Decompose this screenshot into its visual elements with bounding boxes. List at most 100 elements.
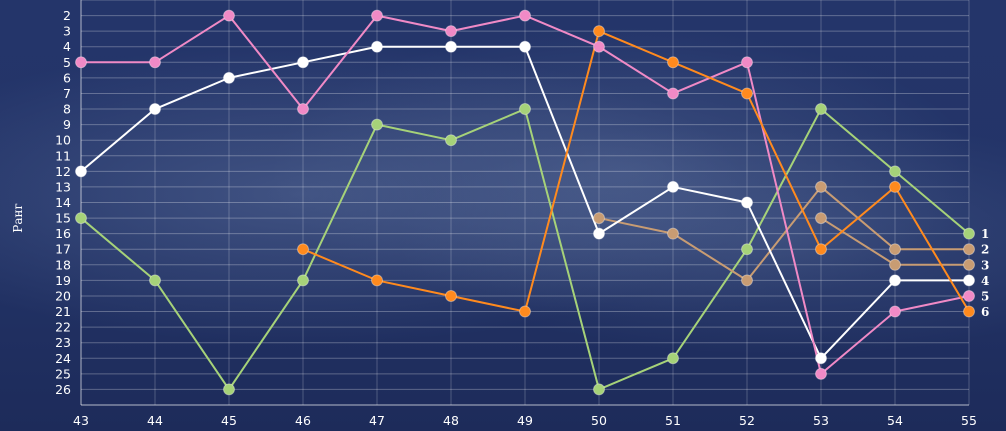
series-point-4 [519, 40, 531, 53]
y-tick-label: 16 [55, 226, 71, 241]
series-point-5 [223, 9, 235, 22]
y-tick-label: 13 [55, 179, 71, 194]
series-point-6 [815, 243, 827, 256]
series-point-5 [445, 25, 457, 38]
series-end-label-2: 2 [981, 243, 989, 257]
series-point-5 [297, 103, 309, 116]
series-point-4 [963, 274, 975, 287]
series-point-4 [149, 103, 161, 116]
y-tick-label: 20 [55, 288, 71, 303]
y-tick-label: 8 [63, 102, 71, 117]
series-line-2 [598, 185, 969, 282]
series-point-2 [667, 227, 679, 240]
series-point-4 [593, 227, 605, 240]
series-end-label-4: 4 [981, 274, 989, 288]
series-point-3 [815, 212, 827, 225]
series-point-1 [963, 227, 975, 240]
x-tick-label: 45 [221, 413, 237, 428]
x-tick-label: 48 [443, 413, 459, 428]
series-point-1 [593, 383, 605, 396]
y-tick-label: 6 [63, 70, 71, 85]
grid-lines [80, 0, 970, 406]
series-point-6 [593, 25, 605, 38]
series-point-2 [963, 243, 975, 256]
x-tick-label: 54 [887, 413, 903, 428]
x-axis-ticks: 43 44 45 46 47 48 49 50 51 52 53 54 55 [73, 413, 977, 428]
series-end-label-1: 1 [981, 227, 989, 241]
series-point-1 [815, 103, 827, 116]
x-tick-label: 51 [665, 413, 681, 428]
x-tick-label: 47 [369, 413, 385, 428]
series-point-6 [519, 305, 531, 318]
series-point-5 [519, 9, 531, 22]
x-tick-label: 52 [739, 413, 755, 428]
series-point-5 [741, 56, 753, 69]
series-point-1 [297, 274, 309, 287]
series-point-6 [667, 56, 679, 69]
series-point-1 [667, 352, 679, 365]
series-point-1 [223, 383, 235, 396]
y-tick-label: 9 [63, 117, 71, 132]
series-point-6 [889, 180, 901, 193]
series-point-5 [963, 289, 975, 302]
y-tick-label: 4 [63, 39, 71, 54]
series-point-1 [519, 103, 531, 116]
y-tick-label: 26 [55, 382, 71, 397]
y-tick-label: 10 [55, 133, 71, 148]
series-point-2 [741, 274, 753, 287]
y-tick-label: 12 [55, 164, 71, 179]
x-tick-label: 49 [517, 413, 533, 428]
series-point-5 [889, 305, 901, 318]
series-point-1 [371, 118, 383, 131]
series-end-label-5: 5 [981, 289, 989, 303]
y-tick-label: 17 [55, 242, 71, 257]
series-point-5 [371, 9, 383, 22]
series-point-1 [149, 274, 161, 287]
y-axis-ticks: 2345678910111213141516171819202122232425… [55, 8, 71, 397]
series-point-6 [741, 87, 753, 100]
y-tick-label: 15 [55, 211, 71, 226]
x-tick-label: 50 [591, 413, 607, 428]
y-tick-label: 24 [55, 351, 71, 366]
y-tick-label: 11 [55, 148, 71, 163]
y-axis-label: Ранг [11, 203, 25, 233]
y-tick-label: 18 [55, 257, 71, 272]
series-point-4 [297, 56, 309, 69]
y-tick-label: 23 [55, 335, 71, 350]
series-point-5 [149, 56, 161, 69]
x-tick-label: 53 [813, 413, 829, 428]
series-point-4 [371, 40, 383, 53]
series-point-4 [667, 180, 679, 193]
series-point-2 [593, 212, 605, 225]
y-tick-label: 25 [55, 366, 71, 381]
series-end-label-3: 3 [981, 258, 989, 272]
y-tick-label: 7 [63, 86, 71, 101]
series-point-1 [75, 212, 87, 225]
series-point-3 [889, 258, 901, 271]
series-point-6 [445, 289, 457, 302]
series-point-6 [297, 243, 309, 256]
series-end-label-6: 6 [981, 305, 989, 319]
series-point-1 [889, 165, 901, 178]
series-point-5 [75, 56, 87, 69]
series-point-4 [445, 40, 457, 53]
series-point-1 [445, 134, 457, 147]
series-point-5 [667, 87, 679, 100]
series-point-4 [815, 352, 827, 365]
x-tick-label: 44 [147, 413, 163, 428]
x-tick-label: 46 [295, 413, 311, 428]
y-tick-label: 19 [55, 273, 71, 288]
y-tick-label: 5 [63, 55, 71, 70]
x-tick-label: 55 [961, 413, 977, 428]
y-tick-label: 2 [63, 8, 71, 23]
series-line-6 [302, 30, 970, 313]
series-points [75, 9, 975, 396]
y-tick-label: 21 [55, 304, 71, 319]
series-point-3 [963, 258, 975, 271]
y-tick-label: 3 [63, 24, 71, 39]
x-tick-label: 43 [73, 413, 89, 428]
series-point-4 [741, 196, 753, 209]
series-point-1 [741, 243, 753, 256]
series-point-2 [889, 243, 901, 256]
